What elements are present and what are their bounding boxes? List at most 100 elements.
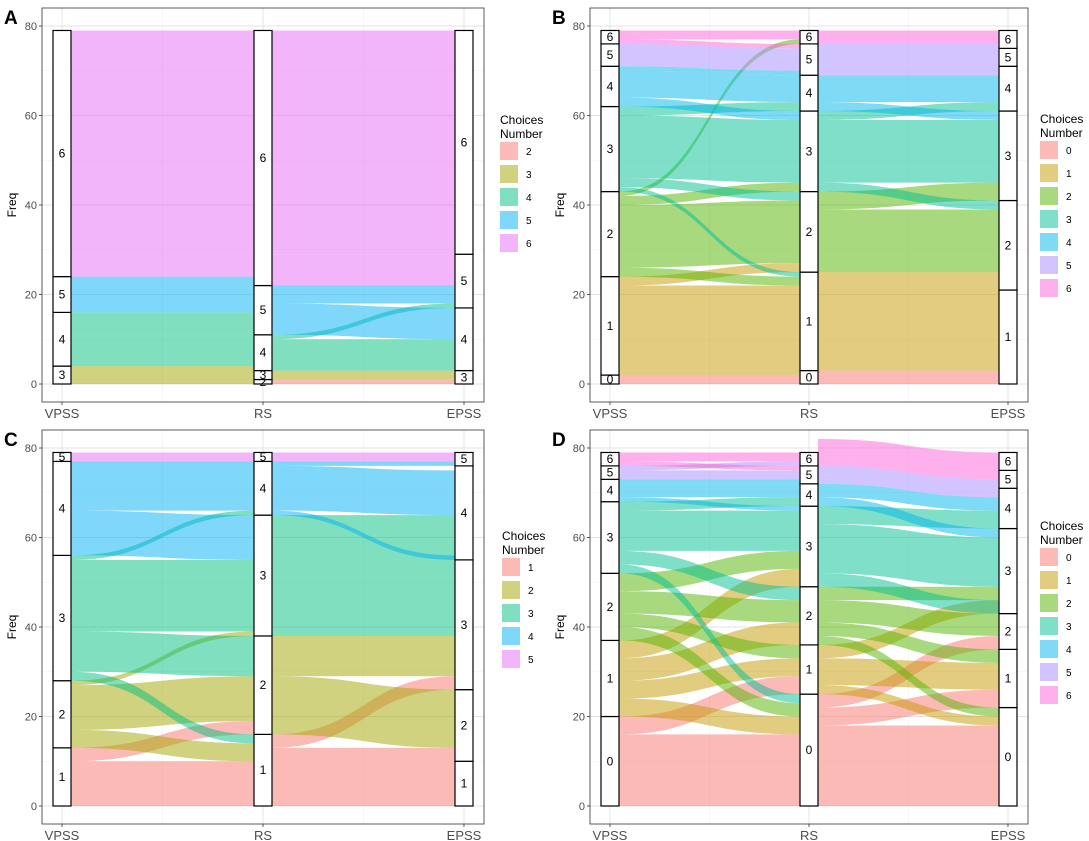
flow-5-to-5 <box>818 48 999 67</box>
legend-label-3: 3 <box>526 170 532 181</box>
stratum-label: 2 <box>607 227 614 241</box>
x-tick-label-vpss: VPSS <box>593 828 628 841</box>
flow-6-to-6 <box>619 452 800 462</box>
legend-swatch-3 <box>1040 210 1058 228</box>
y-tick-label: 0 <box>579 801 585 813</box>
flow-4-to-5 <box>619 66 800 76</box>
flow-4-to-5 <box>619 479 800 484</box>
flow-3-to-2 <box>818 573 999 614</box>
stratum-label: 5 <box>461 274 468 288</box>
legend-swatch-2 <box>1040 594 1058 612</box>
stratum-label: 4 <box>461 332 468 346</box>
stratum-label: 1 <box>806 663 813 677</box>
flow-1-to-2 <box>272 747 455 762</box>
stratum-label: 4 <box>607 484 614 498</box>
legend-label-5: 5 <box>1066 668 1072 679</box>
panel-letter: C <box>4 430 18 451</box>
stratum-label: 5 <box>806 468 813 482</box>
stratum-label: 2 <box>59 707 66 721</box>
x-tick-label-rs: RS <box>254 406 272 421</box>
x-tick-label-rs: RS <box>254 828 272 841</box>
legend-title: Number <box>500 127 543 141</box>
stratum-vpss-6 <box>52 29 72 278</box>
y-tick-label: 60 <box>25 533 37 545</box>
y-axis-title: Freq <box>553 615 567 640</box>
flow-4-to-4 <box>818 483 999 511</box>
y-tick-label: 20 <box>25 290 37 302</box>
flow-2-to-3 <box>272 635 455 677</box>
stratum-label: 0 <box>607 373 614 387</box>
stratum-label: 3 <box>806 539 813 553</box>
legend-title: Number <box>1040 126 1083 140</box>
stratum-label: 3 <box>461 618 468 632</box>
stratum-label: 1 <box>607 319 614 333</box>
legend-title: Choices <box>502 529 545 543</box>
plot-frame <box>41 7 485 403</box>
stratum-label: 3 <box>1005 564 1012 578</box>
flow-4-to-5 <box>272 461 455 466</box>
flow-0-to-0 <box>619 375 800 384</box>
stratum-label: 6 <box>59 147 66 161</box>
y-axis-title: Freq <box>5 193 19 218</box>
y-axis-title: Freq <box>5 615 19 640</box>
stratum-label: 0 <box>607 754 614 768</box>
stratum-label: 3 <box>806 144 813 158</box>
stratum-vpss-5 <box>52 451 72 463</box>
flow-4-to-4 <box>619 70 800 103</box>
flow-3-to-2 <box>71 379 254 384</box>
legend-label-4: 4 <box>1066 645 1072 656</box>
flow-4-to-3 <box>71 510 254 560</box>
flow-3-to-2 <box>619 550 800 601</box>
flow-3-to-1 <box>71 671 254 744</box>
flow-6-to-5 <box>818 456 999 480</box>
legend-label-4: 4 <box>526 193 532 204</box>
legend-swatch-1 <box>1040 164 1058 182</box>
stratum-label: 5 <box>806 53 813 67</box>
stratum-label: 1 <box>1005 671 1012 685</box>
flow-2-to-3 <box>272 379 455 384</box>
plot-frame <box>589 429 1029 825</box>
stratum-label: 5 <box>1005 472 1012 486</box>
legend-label-4: 4 <box>528 632 534 643</box>
x-tick-label-rs: RS <box>800 406 818 421</box>
flow-3-to-3 <box>71 370 254 380</box>
stratum-label: 3 <box>1005 149 1012 163</box>
flow-5-to-4 <box>818 474 999 498</box>
stratum-label: 2 <box>461 718 468 732</box>
flow-6-to-5 <box>619 39 800 49</box>
legend-label-3: 3 <box>1066 215 1072 226</box>
legend-swatch-6 <box>1040 279 1058 297</box>
flow-5-to-4 <box>272 303 455 340</box>
y-tick-label: 60 <box>25 111 37 123</box>
panel-letter: D <box>552 430 566 451</box>
flow-1-to-1 <box>71 761 254 806</box>
stratum-label: 2 <box>260 678 267 692</box>
flow-4-to-4 <box>818 75 999 103</box>
panel-c: 1 2 3 4 5 1 2 3 4 5 1 2 3 4 5 0 20 40 60 80 VPSS RS EPSS C Freq C… <box>4 429 545 841</box>
legend-swatch-2 <box>1040 187 1058 205</box>
flow-3-to-2 <box>71 631 254 677</box>
stratum-vpss-6 <box>600 451 620 467</box>
legend-swatch-4 <box>1040 640 1058 658</box>
legend-swatch-4 <box>502 627 520 645</box>
legend-label-5: 5 <box>526 216 532 227</box>
legend-swatch-5 <box>502 650 520 668</box>
legend-swatch-2 <box>500 142 518 160</box>
flow-3-to-2 <box>619 178 800 201</box>
flow-6-to-6 <box>71 30 254 277</box>
y-tick-label: 0 <box>31 379 37 391</box>
x-tick-label-vpss: VPSS <box>593 406 628 421</box>
stratum-label: 4 <box>806 86 813 100</box>
legend-title: Number <box>1040 533 1083 547</box>
legend-label-1: 1 <box>1066 169 1072 180</box>
stratum-label: 1 <box>806 314 813 328</box>
legend-label-2: 2 <box>526 147 532 158</box>
flow-3-to-3 <box>818 119 999 183</box>
legend-label-5: 5 <box>1066 261 1072 272</box>
flow-1-to-1 <box>619 285 800 371</box>
stratum-epss-5 <box>454 451 474 467</box>
flow-0-to-0 <box>619 734 800 806</box>
